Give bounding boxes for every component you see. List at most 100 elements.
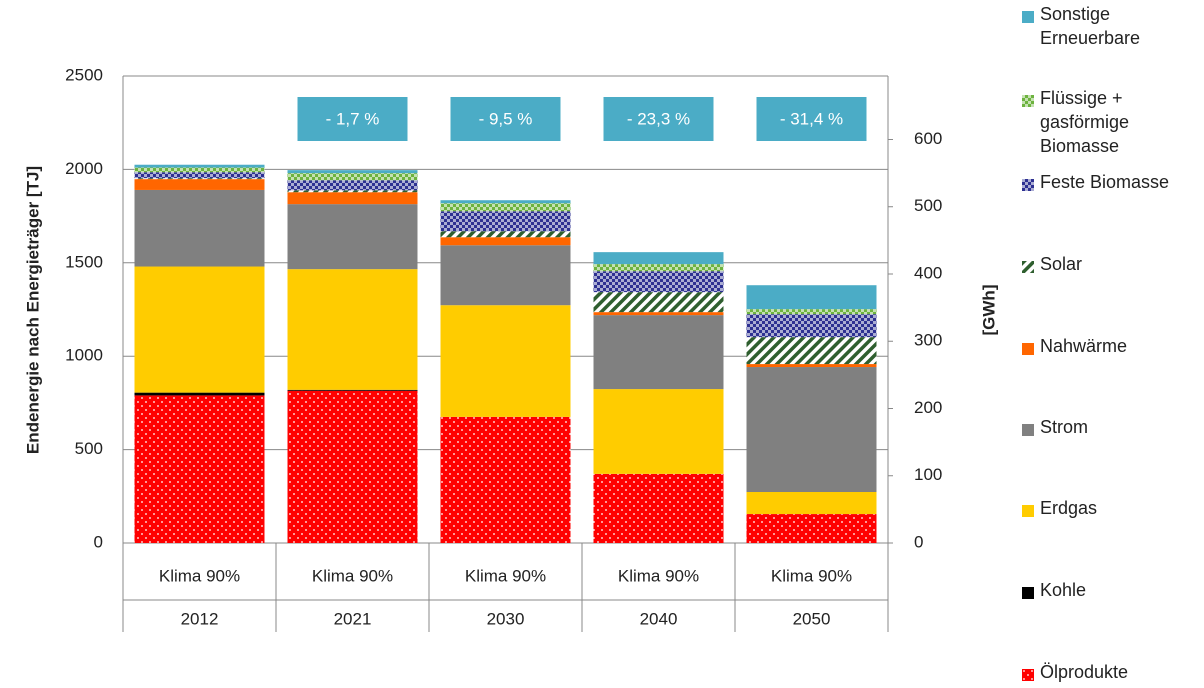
y2-tick-label: 600	[914, 129, 942, 148]
y2-tick-label: 200	[914, 398, 942, 417]
legend-item: Erdgas	[1022, 496, 1190, 520]
x-tick-label: Klima 90%	[159, 566, 240, 585]
bar-segment	[593, 271, 724, 293]
bar-segment	[440, 237, 571, 246]
y-tick-label: 500	[75, 439, 103, 458]
legend-label: Ölprodukte	[1040, 662, 1129, 682]
bar-segment	[440, 416, 571, 543]
legend-label: Sonstige Erneuerbare	[1040, 4, 1141, 48]
y2-tick-label: 500	[914, 196, 942, 215]
y-tick-label: 2500	[65, 65, 103, 84]
x-tick-label: 2040	[640, 609, 678, 628]
annotation: - 9,5 %	[479, 109, 533, 128]
y2-tick-label: 400	[914, 263, 942, 282]
bar-segment	[593, 252, 724, 265]
annotation-box	[297, 97, 408, 141]
bar-segment	[593, 292, 724, 313]
legend-swatch	[1022, 583, 1034, 599]
y2-axis-label: [GWh]	[979, 285, 998, 336]
bar-segment	[593, 315, 724, 390]
bar-segment	[287, 173, 418, 181]
legend-item: Strom	[1022, 415, 1190, 439]
x-tick-label: Klima 90%	[465, 566, 546, 585]
legend-item: Sonstige Erneuerbare	[1022, 2, 1190, 50]
bar-segment	[440, 203, 571, 212]
annotation-box	[450, 97, 561, 141]
legend-swatch	[1022, 91, 1034, 107]
bar-segment	[287, 204, 418, 270]
bar-segment	[287, 389, 418, 391]
legend-label: Strom	[1040, 417, 1089, 437]
legend-label: Flüssige + gasförmige Biomasse	[1040, 88, 1130, 156]
legend-label: Kohle	[1040, 580, 1087, 600]
annotation-box	[603, 97, 714, 141]
bar-segment	[134, 178, 265, 180]
x-tick-label: 2030	[487, 609, 525, 628]
bar-segment	[746, 514, 877, 543]
bar-segment	[134, 395, 265, 543]
y-tick-label: 1000	[65, 346, 103, 365]
legend-item: Solar	[1022, 252, 1190, 276]
bar-segment	[287, 390, 418, 543]
y-tick-label: 1500	[65, 252, 103, 271]
x-tick-label: 2021	[334, 609, 372, 628]
bar-segment	[134, 167, 265, 173]
x-tick-label: Klima 90%	[771, 566, 852, 585]
legend-label: Erdgas	[1040, 498, 1098, 518]
y-axis-label: Endenergie nach Energieträger [TJ]	[23, 166, 42, 454]
bar-segment	[134, 164, 265, 168]
x-tick-label: Klima 90%	[312, 566, 393, 585]
bar-segment	[746, 367, 877, 493]
bar-segment	[746, 314, 877, 338]
bar-segment	[593, 389, 724, 474]
bar-segment	[440, 211, 571, 232]
bar-segment	[287, 190, 418, 193]
bar-segment	[440, 245, 571, 306]
annotation: - 1,7 %	[326, 109, 380, 128]
bar-segment	[287, 192, 418, 205]
x-tick-label: 2050	[793, 609, 831, 628]
bar-segment	[134, 392, 265, 396]
bar-segment	[134, 172, 265, 179]
y-tick-label: 2000	[65, 159, 103, 178]
bar-segment	[746, 492, 877, 515]
legend-swatch	[1022, 7, 1034, 23]
bar-segment	[746, 337, 877, 365]
bar-segment	[593, 473, 724, 543]
y2-tick-label: 0	[914, 532, 923, 551]
bar-segment	[593, 312, 724, 316]
bar-segment	[134, 179, 265, 190]
y-tick-label: 0	[94, 532, 103, 551]
legend-item: Feste Biomasse	[1022, 170, 1190, 194]
bar-segment	[746, 285, 877, 310]
bar-segment	[287, 170, 418, 174]
bar-segment	[287, 180, 418, 191]
x-tick-label: Klima 90%	[618, 566, 699, 585]
x-tick-label: 2012	[181, 609, 219, 628]
legend-item: Kohle	[1022, 578, 1190, 602]
bar-segment	[134, 266, 265, 393]
bar-segment	[440, 200, 571, 204]
legend-swatch	[1022, 665, 1034, 681]
annotation-box	[756, 97, 867, 141]
bar-segment	[287, 269, 418, 390]
legend-swatch	[1022, 339, 1034, 355]
legend-label: Solar	[1040, 254, 1083, 274]
legend-swatch	[1022, 257, 1034, 273]
legend-swatch	[1022, 420, 1034, 436]
legend-label: Nahwärme	[1040, 336, 1128, 356]
bar-segment	[134, 189, 265, 267]
bar-segment	[440, 231, 571, 238]
annotation: - 23,3 %	[627, 109, 690, 128]
y2-tick-label: 100	[914, 465, 942, 484]
legend-label: Feste Biomasse	[1040, 172, 1170, 192]
bar-segment	[746, 364, 877, 368]
annotation: - 31,4 %	[780, 109, 843, 128]
legend-swatch	[1022, 501, 1034, 517]
bar-segment	[746, 309, 877, 315]
legend-item: Nahwärme	[1022, 334, 1190, 358]
bar-segment	[440, 305, 571, 417]
legend-item: Flüssige + gasförmige Biomasse	[1022, 86, 1190, 158]
